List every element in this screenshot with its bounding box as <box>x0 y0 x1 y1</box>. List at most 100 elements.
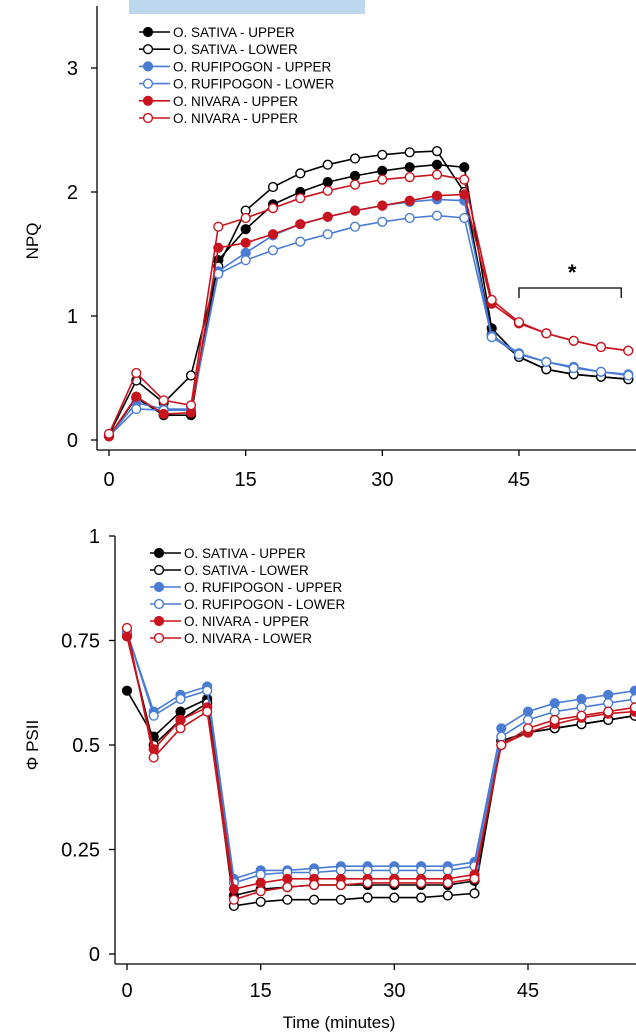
data-point <box>377 174 388 185</box>
legend-marker <box>153 581 165 593</box>
data-point <box>377 216 388 227</box>
data-point <box>496 739 507 751</box>
legend-item: O. SATIVA - UPPER <box>139 25 295 40</box>
legend-marker <box>153 615 165 627</box>
data-point <box>377 165 388 177</box>
y-tick-label: 0.5 <box>72 735 100 757</box>
data-point <box>595 341 607 353</box>
data-point <box>568 335 579 346</box>
data-point <box>459 174 470 185</box>
data-point <box>496 723 507 734</box>
legend-item: O. RUFIPOGON - LOWER <box>150 597 346 612</box>
data-point <box>442 890 453 901</box>
series-line <box>108 198 629 437</box>
y-tick-label: 0.25 <box>61 840 100 862</box>
legend-marker <box>142 61 154 72</box>
data-point <box>255 896 266 907</box>
selection-highlight <box>129 0 365 14</box>
data-point <box>335 879 347 891</box>
series-line <box>126 627 636 901</box>
legend-label: O. SATIVA - LOWER <box>173 42 298 57</box>
data-point <box>131 391 142 402</box>
data-point <box>568 363 579 374</box>
data-point <box>389 865 400 876</box>
data-point <box>309 894 320 905</box>
significance-bracket: * <box>518 260 622 298</box>
legend-item: O. RUFIPOGON - UPPER <box>150 580 343 595</box>
legend-marker <box>153 564 165 576</box>
series-4 <box>121 626 636 889</box>
data-point <box>158 408 169 420</box>
data-point <box>267 229 279 240</box>
legend-marker <box>142 95 154 106</box>
series-2 <box>121 631 636 912</box>
x-tick-label: 0 <box>103 469 114 491</box>
x-tick-label: 45 <box>508 469 530 491</box>
x-tick-label: 15 <box>235 469 257 491</box>
data-point <box>148 710 159 721</box>
data-point <box>362 877 373 889</box>
data-point <box>282 894 293 905</box>
x-tick-label: 0 <box>121 980 132 1002</box>
series-6 <box>121 622 636 905</box>
data-point <box>322 177 333 188</box>
plot-area <box>121 622 636 912</box>
series-1 <box>103 159 634 442</box>
series-3 <box>121 626 636 884</box>
y-tick-label: 2 <box>67 182 78 204</box>
series-4 <box>103 210 634 442</box>
data-point <box>202 685 213 696</box>
legend-marker <box>153 547 165 559</box>
chart-2: 0 0.25 0.5 0.75 1 0 15 30 45 Φ PSII Time (minutes)… <box>23 526 636 1032</box>
data-point <box>404 195 415 206</box>
series-5 <box>121 631 636 895</box>
legend: O. SATIVA - UPPER O. SATIVA - LOWER O. RUF… <box>150 546 346 646</box>
data-point <box>623 345 634 356</box>
legend-label: O. SATIVA - UPPER <box>173 25 295 40</box>
data-point <box>522 706 534 717</box>
plot-area <box>103 146 634 442</box>
data-point <box>228 894 240 905</box>
data-point <box>185 370 197 381</box>
data-point <box>459 162 470 173</box>
legend-marker <box>142 44 154 55</box>
data-point <box>295 168 306 179</box>
legend: O. SATIVA - UPPER O. SATIVA - LOWER O. RUF… <box>139 25 335 126</box>
data-point <box>513 349 525 360</box>
data-point <box>377 200 388 211</box>
y-tick-label: 3 <box>67 58 78 80</box>
legend-label: O. SATIVA - LOWER <box>184 563 309 578</box>
data-point <box>431 146 443 157</box>
data-point <box>416 865 427 876</box>
y-axis-label: Φ PSII <box>23 720 42 770</box>
legend-marker <box>142 26 154 38</box>
x-tick-label: 15 <box>250 980 272 1002</box>
data-point <box>389 892 400 903</box>
y-tick-label: 1 <box>89 526 100 548</box>
legend-label: O. SATIVA - UPPER <box>184 546 306 561</box>
legend-label: O. NIVARA - UPPER <box>173 111 298 126</box>
x-axis-label: Time (minutes) <box>283 1013 396 1032</box>
data-point <box>228 884 240 895</box>
data-point <box>431 210 443 221</box>
data-point <box>431 159 443 170</box>
legend-marker <box>142 112 154 124</box>
legend-item: O. NIVARA - UPPER <box>150 614 309 629</box>
legend-item: O. SATIVA - UPPER <box>150 546 306 561</box>
y-tick-label: 0 <box>89 944 100 966</box>
data-point <box>158 395 169 406</box>
data-point <box>131 367 142 379</box>
data-point <box>295 219 306 230</box>
data-point <box>486 294 497 306</box>
legend-label: O. RUFIPOGON - UPPER <box>184 580 343 595</box>
data-point <box>629 702 636 713</box>
data-point <box>416 892 427 903</box>
data-point <box>322 229 333 240</box>
data-point <box>404 162 415 173</box>
significance-star: * <box>568 260 577 285</box>
data-point <box>362 892 373 903</box>
data-point <box>175 706 186 717</box>
data-point <box>349 153 361 164</box>
data-point <box>603 689 614 700</box>
series-6 <box>103 169 634 439</box>
